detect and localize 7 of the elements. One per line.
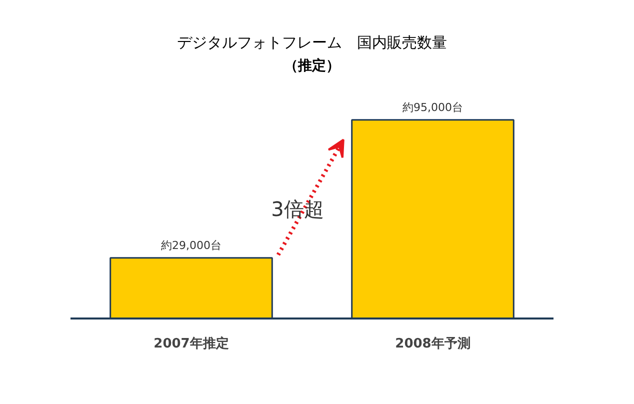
chart-title: デジタルフォトフレーム 国内販売数量	[177, 33, 447, 52]
data-label: 約29,000台	[161, 238, 222, 252]
data-label: 約95,000台	[402, 100, 464, 114]
x-tick-label: 2008年予測	[395, 336, 470, 352]
chart-subtitle: （推定）	[284, 57, 340, 74]
annotation: 3倍超	[271, 197, 324, 222]
x-tick-label: 2007年推定	[154, 336, 229, 352]
